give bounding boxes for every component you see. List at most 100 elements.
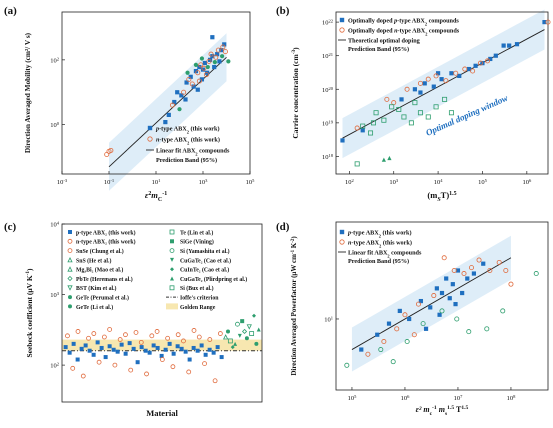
panel-label: (d) <box>276 221 290 233</box>
y-axis-label: Carrier concentration (cm-3) <box>291 47 300 139</box>
legend-marker <box>170 276 174 281</box>
data-point <box>461 271 467 277</box>
data-point <box>186 76 192 82</box>
data-point <box>210 35 215 40</box>
data-point <box>423 326 429 331</box>
label-part: 20 <box>328 85 333 90</box>
data-point <box>443 78 449 84</box>
legend-label: p-type ABX2 (this work) <box>347 230 412 239</box>
label-part: 10 <box>322 53 329 60</box>
label-part: 2 <box>351 178 354 183</box>
data-point <box>188 74 193 79</box>
data-point <box>381 117 387 123</box>
data-point <box>199 56 205 61</box>
data-point <box>455 268 461 273</box>
data-point <box>507 43 512 48</box>
data-point <box>373 110 379 116</box>
label-part: (this work) <box>381 240 412 247</box>
data-point <box>165 335 171 341</box>
data-point <box>217 59 222 64</box>
data-point <box>175 332 181 338</box>
data-point <box>159 357 165 362</box>
label-part: 10 <box>434 179 441 186</box>
tick-label: 102 <box>50 361 60 370</box>
label-part: 2 <box>187 140 189 145</box>
data-point <box>254 341 259 346</box>
data-point <box>183 97 188 102</box>
label-part: 10 <box>348 395 355 402</box>
label-part: 10 <box>322 87 329 94</box>
data-point <box>133 330 139 335</box>
data-point <box>104 151 110 157</box>
data-point <box>179 346 184 351</box>
tick-label: 102 <box>50 56 60 65</box>
data-point <box>83 343 88 348</box>
label-part: -type ABX <box>397 18 425 25</box>
y-axis-label: Direction Averaged Powerfactor (μW cm-1 … <box>290 236 298 376</box>
golden-range <box>62 339 262 351</box>
data-point <box>131 346 136 351</box>
legend-label: Linear fit ABX2 compounds <box>348 250 422 259</box>
data-point <box>101 334 107 340</box>
plot-frame <box>335 221 549 391</box>
legend-label: Prediction Band (95%) <box>348 46 409 53</box>
data-point <box>433 104 439 110</box>
label-part: ) <box>25 268 34 271</box>
data-point <box>378 347 384 353</box>
data-point <box>220 44 226 50</box>
data-point <box>227 338 233 344</box>
label-part: T <box>454 405 462 414</box>
data-point <box>394 326 400 332</box>
label-part: -3 <box>63 178 68 183</box>
data-point <box>203 352 208 357</box>
data-point <box>91 331 97 336</box>
legend-marker <box>68 230 72 234</box>
data-point <box>389 104 395 110</box>
y-axis-label: Direction Averaged Mobility (cm²/ V s) <box>23 32 32 153</box>
plot-frame <box>61 223 263 403</box>
label-part: s <box>445 411 448 417</box>
data-point <box>175 344 180 349</box>
data-point <box>411 332 417 338</box>
data-point <box>213 54 219 60</box>
label-part: 10 <box>57 179 64 186</box>
tick-label: 103 <box>389 178 399 187</box>
tick-label: 101 <box>324 315 333 324</box>
data-point <box>252 313 256 318</box>
label-part: n <box>394 28 398 35</box>
data-point <box>115 349 120 354</box>
legend-marker <box>147 136 153 142</box>
label-part: -3 <box>291 49 297 54</box>
fit-line <box>108 56 227 168</box>
label-part: Optimally doped <box>348 18 394 25</box>
data-point <box>503 267 509 273</box>
label-part: 10 <box>199 179 206 186</box>
legend-label: Golden Range <box>180 305 216 311</box>
label-part: 1 <box>331 315 333 320</box>
data-point <box>222 49 228 55</box>
data-point <box>402 312 408 318</box>
legend-marker <box>67 275 73 282</box>
legend-marker <box>67 285 73 291</box>
tick-label: 107 <box>454 394 464 403</box>
data-point <box>202 361 207 367</box>
data-point <box>226 59 231 64</box>
label-part: 2 <box>425 31 427 36</box>
x-axis-label: ε2mC-1 <box>145 190 167 203</box>
legend-marker <box>67 266 73 272</box>
legend-marker <box>170 267 174 272</box>
data-point <box>177 107 182 112</box>
legend-label: Prediction Band (95%) <box>348 258 409 265</box>
data-point <box>87 348 92 353</box>
data-point <box>381 339 387 345</box>
data-point <box>197 64 202 70</box>
legend-label: Linear fit ABX2 compounds <box>156 148 230 157</box>
legend-marker <box>166 303 178 310</box>
label-part: (this work) <box>381 230 412 237</box>
data-point <box>226 329 230 334</box>
data-point <box>191 84 196 89</box>
legend-label: SnSe (Chung et al.) <box>76 248 124 255</box>
label-part: ε² m <box>416 405 430 414</box>
